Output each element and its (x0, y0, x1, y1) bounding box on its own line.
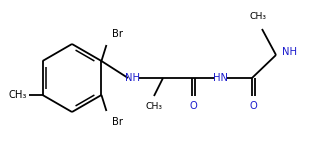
Text: Br: Br (112, 29, 124, 39)
Text: NH: NH (282, 47, 297, 57)
Text: O: O (249, 101, 257, 111)
Text: CH₃: CH₃ (250, 12, 267, 21)
Text: Br: Br (112, 117, 124, 127)
Text: CH₃: CH₃ (8, 90, 27, 100)
Text: HN: HN (212, 73, 228, 83)
Text: NH: NH (125, 73, 140, 83)
Text: O: O (189, 101, 197, 111)
Text: CH₃: CH₃ (146, 102, 163, 111)
